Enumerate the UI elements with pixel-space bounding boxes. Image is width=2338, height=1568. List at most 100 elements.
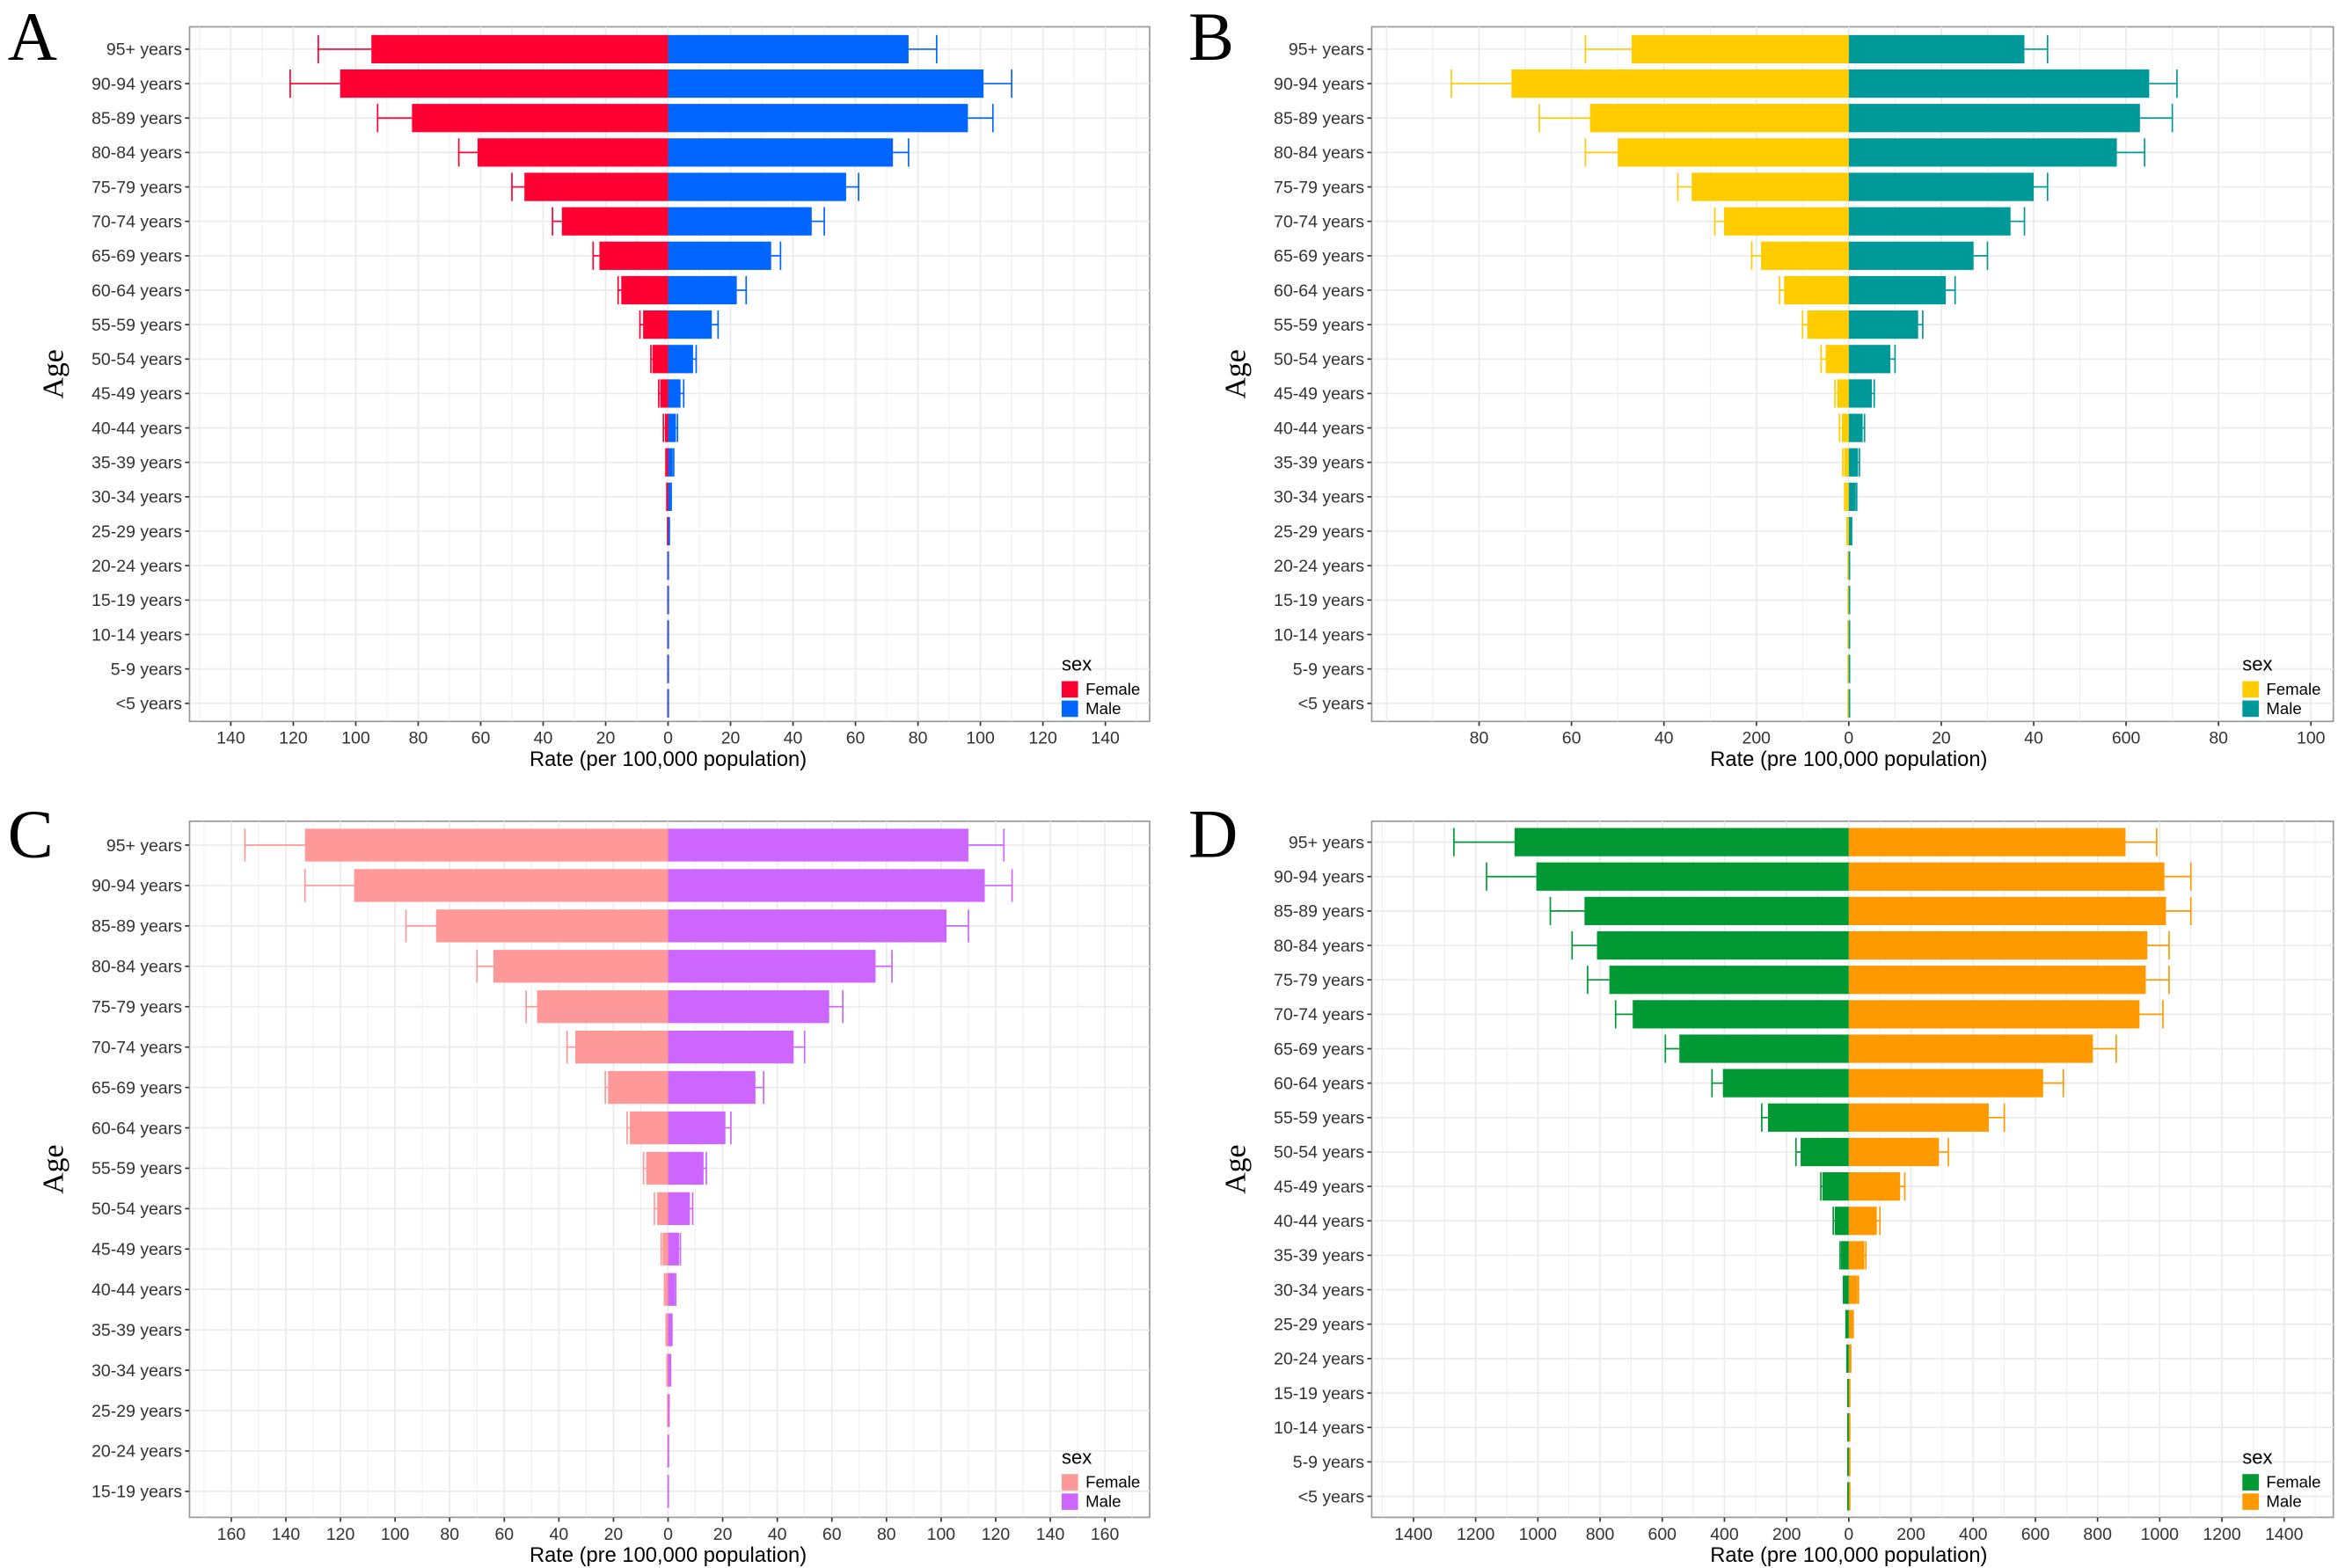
- y-axis-title: Age: [1219, 349, 1252, 398]
- y-tick-label: 95+ years: [1289, 833, 1364, 852]
- bar-female: [537, 990, 669, 1024]
- x-tick-label: 0: [1844, 1525, 1853, 1544]
- bar-male: [1848, 828, 2126, 857]
- x-tick-label: 1000: [2141, 1525, 2180, 1544]
- bar-male: [668, 1151, 704, 1185]
- y-tick-label: 20-24 years: [1274, 557, 1364, 576]
- y-tick-label: 65-69 years: [1274, 1039, 1364, 1059]
- bar-female: [1596, 930, 1849, 960]
- x-tick-label: 1000: [1519, 1525, 1558, 1544]
- bar-female: [412, 104, 669, 133]
- y-tick-label: 40-44 years: [1274, 1212, 1364, 1231]
- bar-female: [657, 1192, 669, 1226]
- x-tick-label: 20: [604, 1525, 624, 1544]
- bar-female: [1847, 516, 1849, 546]
- y-axis-title: Age: [37, 349, 69, 398]
- bar-female: [1848, 1378, 1850, 1408]
- x-tick-label: 60: [471, 729, 491, 748]
- bar-female: [1589, 104, 1849, 133]
- y-tick-label: 40-44 years: [91, 1280, 182, 1300]
- panel-A: A 95+ years 90-94 years 85-89 years 80-84 ye…: [8, 0, 1151, 771]
- y-axis-title: Age: [1219, 1144, 1252, 1193]
- bar-female: [1722, 1068, 1849, 1098]
- legend-title: sex: [1062, 1446, 1092, 1468]
- bar-male: [1848, 1309, 1853, 1338]
- bar-male: [668, 448, 673, 477]
- bar-female: [1834, 1207, 1849, 1236]
- bar-female: [340, 69, 669, 98]
- x-tick-label: 600: [2021, 1525, 2050, 1544]
- bar-male: [1848, 1137, 1940, 1167]
- y-tick-label: <5 years: [116, 695, 183, 714]
- y-tick-label: 60-64 years: [1274, 281, 1364, 301]
- x-tick-label: 1400: [1394, 1525, 1433, 1544]
- y-axis-title: Age: [37, 1144, 69, 1193]
- bar-female: [662, 1232, 669, 1265]
- x-tick-label: 80: [909, 729, 928, 748]
- x-tick-label: 40: [534, 729, 553, 748]
- bar-female: [1807, 310, 1849, 339]
- bar-female: [1847, 1344, 1849, 1373]
- bar-female: [665, 1273, 669, 1306]
- y-tick-label: 60-64 years: [91, 281, 182, 301]
- bar-female: [1511, 69, 1849, 98]
- x-axis-title: Rate (pre 100,000 population): [530, 1544, 807, 1567]
- legend-swatch-female: [1061, 1474, 1078, 1491]
- x-tick-label: 100: [381, 1525, 410, 1544]
- x-tick-label: 60: [846, 729, 866, 748]
- bar-male: [1848, 345, 1891, 374]
- x-tick-label: 0: [663, 729, 673, 748]
- y-tick-label: 40-44 years: [91, 419, 182, 438]
- bar-female: [1848, 1482, 1850, 1511]
- x-tick-label: 20: [713, 1525, 733, 1544]
- y-tick-label: 55-59 years: [91, 1159, 182, 1178]
- y-tick-label: 30-34 years: [91, 1361, 182, 1381]
- bar-male: [1848, 448, 1859, 477]
- x-axis-title: Rate (per 100,000 population): [530, 748, 807, 771]
- x-tick-label: 100: [2297, 729, 2326, 748]
- x-tick-label: 80: [409, 729, 428, 748]
- bar-female: [599, 241, 669, 270]
- x-tick-label: 140: [272, 1525, 301, 1544]
- bar-female: [664, 413, 669, 442]
- bar-male: [668, 413, 676, 442]
- bar-female: [1691, 172, 1849, 201]
- y-tick-label: 10-14 years: [1274, 1418, 1364, 1438]
- bar-female: [1837, 379, 1849, 408]
- bar-male: [1848, 379, 1873, 408]
- plot-area: [1370, 820, 2334, 1519]
- x-tick-label: 120: [1028, 729, 1057, 748]
- bar-male: [1848, 207, 2011, 236]
- y-tick-label: 85-89 years: [91, 109, 182, 128]
- y-tick-label: 50-54 years: [1274, 350, 1364, 369]
- x-tick-label: 140: [216, 729, 245, 748]
- x-tick-label: 40: [768, 1525, 787, 1544]
- legend-swatch-female: [2242, 1474, 2259, 1491]
- legend-label-female: Female: [1085, 1472, 1140, 1491]
- bar-female: [1841, 1241, 1849, 1270]
- panel-letter: D: [1188, 797, 1238, 872]
- y-tick-label: 15-19 years: [1274, 1384, 1364, 1404]
- bar-male: [668, 69, 984, 98]
- bar-male: [668, 104, 968, 133]
- x-tick-label: 100: [966, 729, 995, 748]
- bar-female: [1844, 448, 1849, 477]
- bar-male: [1848, 413, 1863, 442]
- bar-male: [668, 1070, 756, 1105]
- x-tick-label: 200: [1896, 1525, 1925, 1544]
- bar-male: [1848, 1241, 1865, 1270]
- bar-female: [608, 1070, 669, 1105]
- legend-label-male: Male: [2266, 1492, 2301, 1511]
- x-tick-label: 100: [341, 729, 370, 748]
- x-tick-label: 400: [1959, 1525, 1988, 1544]
- bar-male: [668, 207, 812, 236]
- y-tick-label: 45-49 years: [91, 384, 182, 404]
- y-tick-label: 70-74 years: [1274, 1005, 1364, 1025]
- bar-female: [1584, 896, 1849, 926]
- x-tick-label: 400: [1710, 1525, 1739, 1544]
- bar-male: [1848, 310, 1918, 339]
- y-tick-label: 50-54 years: [91, 350, 182, 369]
- x-tick-label: 800: [2083, 1525, 2112, 1544]
- x-tick-label: 1200: [1457, 1525, 1495, 1544]
